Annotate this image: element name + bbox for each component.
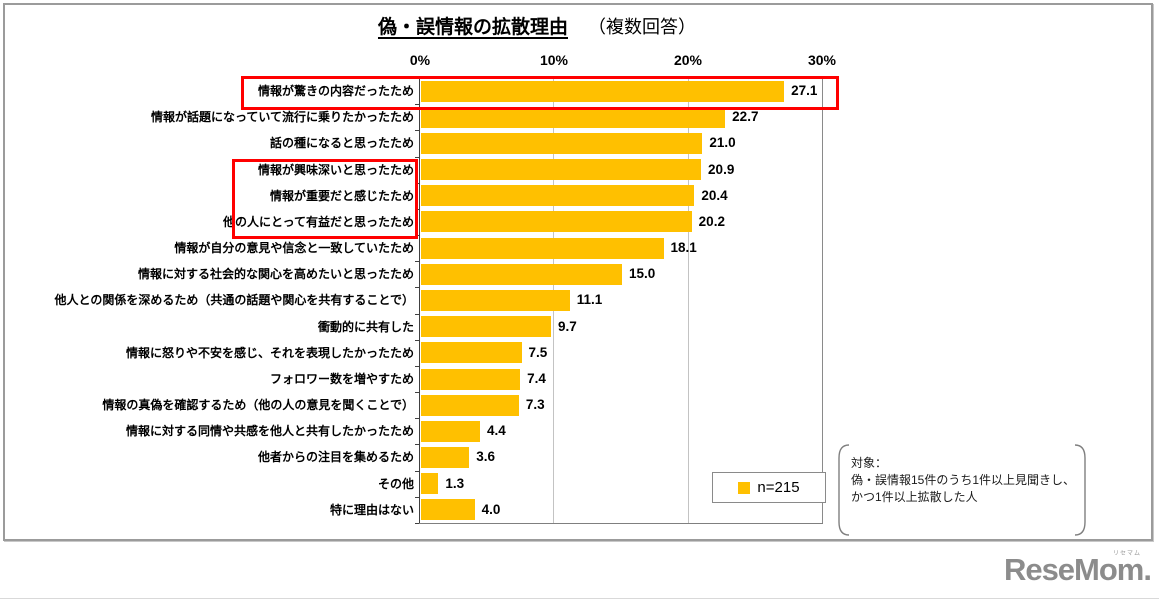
bar [421, 499, 475, 521]
legend: n=215 [712, 472, 826, 503]
bar [421, 368, 521, 390]
y-axis-tick [415, 339, 419, 341]
note-line-1: 対象： [851, 456, 888, 470]
bar-row-label: 情報が話題になっていて流行に乗りたかったため [150, 110, 414, 125]
bar [421, 80, 785, 102]
bar-value-label: 7.4 [527, 370, 546, 386]
legend-label: n=215 [757, 479, 800, 496]
bar-value-label: 1.3 [445, 475, 465, 491]
y-axis-line [419, 78, 420, 524]
left-bracket-icon [838, 444, 850, 536]
bar-row-label: 情報が重要だと感じたため [269, 188, 414, 203]
gridline-20pct [688, 78, 689, 523]
resemom-logo: リセマム ReseMom. [1003, 551, 1152, 588]
bar [421, 185, 695, 207]
bar [421, 473, 439, 495]
bar [421, 132, 703, 154]
bar [421, 106, 726, 128]
y-axis-tick [415, 392, 419, 394]
y-axis-tick [415, 418, 419, 420]
bar-value-label: 4.4 [486, 423, 506, 439]
bar [421, 263, 622, 285]
resemom-logo-period: . [1143, 552, 1152, 587]
target-note-text: 対象： 偽・誤情報15件のうち1件以上見聞きし、 かつ1件以上拡散した人 [851, 455, 1077, 506]
bar-value-label: 20.9 [708, 161, 735, 177]
bar-value-label: 7.5 [528, 344, 548, 360]
bar [421, 159, 702, 181]
bar-value-label: 4.0 [481, 501, 501, 517]
bar-value-label: 11.1 [576, 292, 603, 308]
bar-value-label: 7.3 [525, 397, 545, 413]
bar-value-label: 18.1 [670, 240, 697, 256]
bar-value-label: 22.7 [732, 109, 759, 125]
right-bracket-icon [1074, 444, 1086, 536]
bar-row-label: 他人との関係を深めるため（共通の話題や関心を共有することで） [54, 293, 414, 308]
y-axis-tick [415, 104, 419, 106]
chart-title-main: 偽・誤情報の拡散理由 [377, 17, 568, 38]
y-axis-tick [415, 235, 419, 237]
bar-value-label: 15.0 [629, 266, 656, 282]
plot-right-border [822, 78, 823, 523]
bar-value-label: 20.4 [701, 187, 728, 203]
bar-row-label: 情報に怒りや不安を感じ、それを表現したかったため [125, 345, 414, 360]
y-axis-tick [415, 261, 419, 263]
y-axis-tick [415, 78, 419, 79]
bar-row-label: 情報が驚きの内容だったため [257, 84, 414, 98]
bar [421, 342, 522, 364]
bar [421, 290, 570, 311]
y-axis-tick [415, 287, 419, 289]
bar-row-label: 情報に対する同情や共感を他人と共有したかったため [125, 424, 414, 439]
bar-row-label: 情報に対する社会的な関心を高めたいと思ったため [137, 267, 414, 282]
bar-row-label: 話の種になると思ったため [269, 136, 414, 151]
y-axis-tick [415, 496, 419, 498]
note-line-2: 偽・誤情報15件のうち1件以上見聞きし、 [851, 473, 1076, 487]
y-axis-tick [415, 444, 419, 446]
note-line-3: かつ1件以上拡散した人 [851, 490, 978, 504]
bar-value-label: 9.7 [557, 318, 577, 334]
bar-row-label: 情報の真偽を確認するため（他の人の意見を聞くことで） [102, 398, 414, 413]
y-axis-tick [415, 182, 419, 184]
x-tick-20: 20% [673, 52, 703, 68]
x-tick-30: 30% [807, 52, 837, 68]
resemom-logo-text: ReseMom [1003, 552, 1144, 587]
y-axis-tick [415, 523, 419, 524]
chart-title: 偽・誤情報の拡散理由 （複数回答） [237, 12, 837, 39]
y-axis-tick [415, 470, 419, 472]
bar-row-label: 情報が興味深いと思ったため [257, 162, 414, 177]
bar [421, 394, 519, 416]
bar-row-label: 情報が自分の意見や信念と一致していたため [174, 241, 414, 256]
target-note: 対象： 偽・誤情報15件のうち1件以上見聞きし、 かつ1件以上拡散した人 [836, 444, 1088, 536]
bar-row-label: その他 [377, 476, 414, 491]
page-bottom-edge [0, 598, 1159, 599]
x-tick-10: 10% [539, 52, 569, 68]
y-axis-tick [415, 313, 419, 315]
bar-row-label: 衝動的に共有した [317, 319, 414, 334]
y-axis-tick [415, 156, 419, 158]
bar-value-label: 21.0 [709, 135, 736, 151]
bar [421, 447, 470, 469]
resemom-logo-ruby: リセマム [1112, 551, 1141, 557]
bar-row-label: フォロワー数を増やすため [269, 371, 414, 386]
bar-row-label: 他の人にとって有益だと思ったため [222, 214, 414, 229]
bar-value-label: 3.6 [476, 449, 496, 465]
y-axis-tick [415, 208, 419, 210]
bar [421, 316, 551, 338]
bar [421, 420, 480, 442]
bar-row-label: 特に理由はない [329, 502, 414, 517]
bar-value-label: 20.2 [698, 213, 725, 229]
y-axis-tick [415, 365, 419, 367]
x-tick-0: 0% [409, 52, 431, 68]
legend-swatch-icon [738, 481, 751, 494]
bar [421, 237, 664, 259]
x-axis-line [419, 523, 823, 524]
bar-value-label: 27.1 [791, 83, 818, 98]
bar-row-label: 他者からの注目を集めるため [257, 450, 414, 465]
bar [421, 211, 692, 233]
y-axis-tick [415, 130, 419, 132]
chart-title-sub: （複数回答） [588, 17, 696, 37]
